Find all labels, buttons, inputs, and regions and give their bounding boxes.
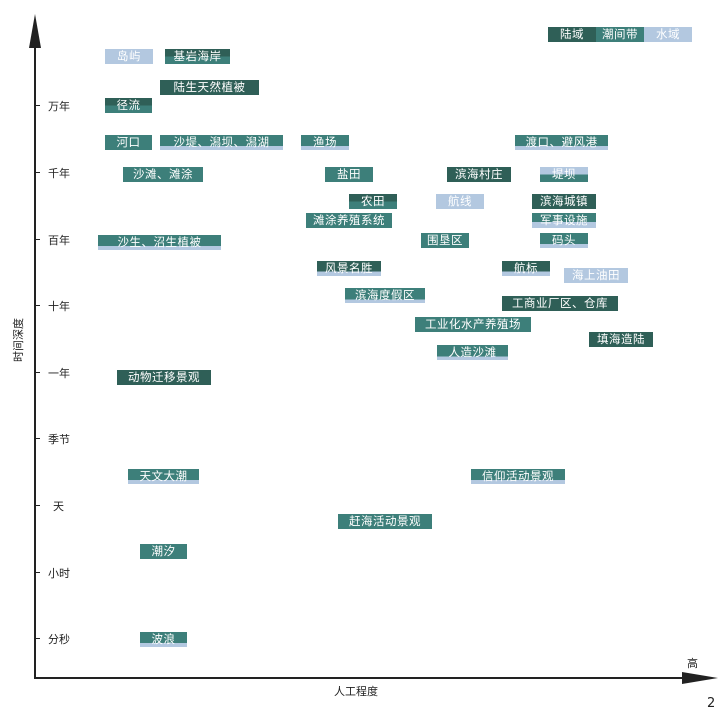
- landscape-item: 风景名胜: [317, 261, 381, 276]
- y-axis-arrow-icon: [29, 14, 41, 48]
- landscape-item: 码头: [540, 233, 588, 248]
- landscape-item: 工商业厂区、仓库: [502, 296, 618, 311]
- landscape-item: 渡口、避风港: [515, 135, 608, 150]
- y-tick-label: 一年: [48, 367, 70, 380]
- landscape-item: 信仰活动景观: [471, 469, 565, 484]
- landscape-item: 滨海度假区: [345, 288, 425, 303]
- y-tick-mark: [36, 438, 40, 439]
- y-tick-mark: [36, 105, 40, 106]
- landscape-item: 天文大潮: [128, 469, 199, 484]
- y-tick-mark: [36, 572, 40, 573]
- landscape-item: 围垦区: [421, 233, 469, 248]
- y-tick-label: 分秒: [48, 633, 70, 646]
- y-tick-label: 万年: [48, 100, 70, 113]
- landscape-item: 陆生天然植被: [160, 80, 259, 95]
- y-axis-line: [34, 30, 36, 678]
- landscape-item: 航线: [436, 194, 484, 209]
- y-tick-mark: [36, 239, 40, 240]
- y-tick-label: 小时: [48, 567, 70, 580]
- legend-item-intertidal: 潮间带: [596, 27, 644, 42]
- landscape-item: 沙堤、潟坝、潟湖: [160, 135, 283, 150]
- landscape-item: 岛屿: [105, 49, 153, 64]
- y-tick-mark: [36, 305, 40, 306]
- y-tick-label: 百年: [48, 234, 70, 247]
- y-axis-label: 时间深度: [12, 318, 25, 362]
- legend-item-water: 水域: [644, 27, 692, 42]
- landscape-item: 填海造陆: [589, 332, 653, 347]
- landscape-item: 径流: [105, 98, 152, 113]
- landscape-item: 基岩海岸: [165, 49, 230, 64]
- landscape-item: 波浪: [140, 632, 187, 647]
- y-tick-mark: [36, 372, 40, 373]
- y-tick-mark: [36, 505, 40, 506]
- landscape-item: 赶海活动景观: [338, 514, 432, 529]
- landscape-item: 潮汐: [140, 544, 187, 559]
- landscape-item: 渔场: [301, 135, 349, 150]
- landscape-item: 沙生、沼生植被: [98, 235, 221, 250]
- landscape-item: 沙滩、滩涂: [123, 167, 203, 182]
- landscape-item: 堤坝: [540, 167, 588, 182]
- landscape-item: 人造沙滩: [437, 345, 508, 360]
- landscape-item: 河口: [105, 135, 152, 150]
- legend-item-land: 陆域: [548, 27, 596, 42]
- y-tick-label: 季节: [48, 433, 70, 446]
- landscape-item: 滨海城镇: [532, 194, 596, 209]
- y-tick-mark: [36, 172, 40, 173]
- landscape-item: 海上油田: [564, 268, 628, 283]
- y-tick-mark: [36, 638, 40, 639]
- landscape-item: 动物迁移景观: [117, 370, 211, 385]
- x-axis-line: [34, 677, 684, 679]
- x-axis-end-label: 高: [687, 657, 698, 670]
- landscape-item: 滨海村庄: [447, 167, 511, 182]
- landscape-item: 盐田: [325, 167, 373, 182]
- y-tick-label: 千年: [48, 167, 70, 180]
- landscape-item: 农田: [349, 194, 397, 209]
- y-tick-label: 十年: [48, 300, 70, 313]
- landscape-item: 航标: [502, 261, 550, 276]
- page-number: 2: [707, 696, 716, 711]
- x-axis-label: 人工程度: [334, 685, 378, 698]
- x-axis-arrow-icon: [682, 672, 718, 684]
- y-tick-label: 天: [53, 500, 64, 513]
- landscape-item: 军事设施: [532, 213, 596, 228]
- landscape-item: 工业化水产养殖场: [415, 317, 531, 332]
- landscape-item: 滩涂养殖系统: [306, 213, 392, 228]
